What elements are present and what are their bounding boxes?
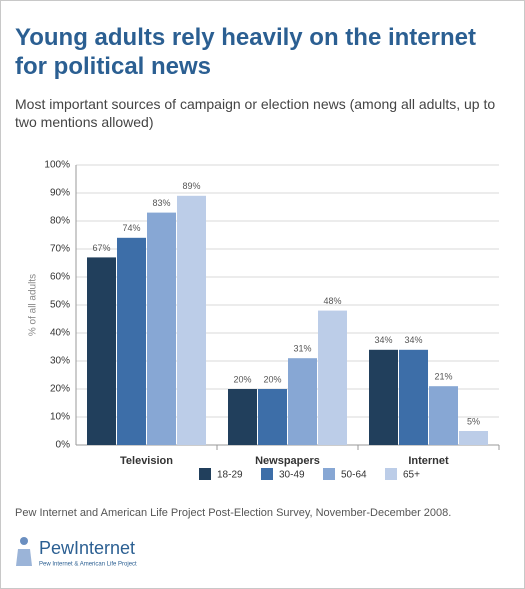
- source: Pew Internet and American Life Project P…: [15, 507, 451, 519]
- y-tick-label: 70%: [50, 244, 70, 255]
- bar: [117, 237, 146, 445]
- bar: [318, 310, 347, 445]
- bar: [177, 195, 206, 445]
- y-tick-label: 50%: [50, 300, 70, 311]
- logo-tagline: Pew Internet & American Life Project: [39, 562, 137, 568]
- bar: [369, 349, 398, 445]
- y-axis-label: % of all adults: [28, 274, 39, 336]
- bar: [258, 389, 287, 445]
- legend-swatch: [323, 468, 335, 480]
- logo: PewInternet Pew Internet & American Life…: [16, 537, 137, 568]
- y-tick-label: 100%: [44, 160, 70, 171]
- data-label: 34%: [404, 335, 422, 345]
- bar: [459, 431, 488, 445]
- y-tick-label: 10%: [50, 412, 70, 423]
- legend-label: 30-49: [279, 470, 305, 481]
- legend-label: 18-29: [217, 470, 243, 481]
- bar: [87, 257, 116, 445]
- x-tick-label: Newspapers: [255, 455, 320, 467]
- bar: [228, 389, 257, 445]
- logo-icon: [20, 537, 28, 545]
- bar: [429, 386, 458, 445]
- bar: [147, 212, 176, 445]
- x-tick-label: Television: [120, 455, 173, 467]
- data-label: 67%: [92, 243, 110, 253]
- legend-swatch: [199, 468, 211, 480]
- y-tick-label: 90%: [50, 188, 70, 199]
- data-label: 21%: [434, 372, 452, 382]
- legend-label: 65+: [403, 470, 420, 481]
- data-label: 20%: [263, 374, 281, 384]
- y-tick-label: 80%: [50, 216, 70, 227]
- data-label: 48%: [323, 296, 341, 306]
- logo-icon: [16, 549, 32, 566]
- data-label: 20%: [233, 374, 251, 384]
- data-label: 83%: [152, 198, 170, 208]
- y-tick-label: 0%: [56, 440, 71, 451]
- y-tick-label: 40%: [50, 328, 70, 339]
- legend-swatch: [385, 468, 397, 480]
- x-tick-label: Internet: [408, 455, 449, 467]
- y-tick-label: 30%: [50, 356, 70, 367]
- data-label: 34%: [374, 335, 392, 345]
- data-label: 31%: [293, 344, 311, 354]
- bar: [288, 358, 317, 445]
- chart-title: Young adults rely heavily on the interne…: [15, 24, 476, 80]
- legend-swatch: [261, 468, 273, 480]
- data-label: 5%: [467, 416, 480, 426]
- data-label: 74%: [122, 223, 140, 233]
- y-tick-label: 20%: [50, 384, 70, 395]
- chart-subtitle: Most important sources of campaign or el…: [15, 96, 496, 130]
- data-label: 89%: [182, 181, 200, 191]
- legend-label: 50-64: [341, 470, 367, 481]
- logo-name: PewInternet: [39, 538, 135, 558]
- bar: [399, 349, 428, 445]
- y-tick-label: 60%: [50, 272, 70, 283]
